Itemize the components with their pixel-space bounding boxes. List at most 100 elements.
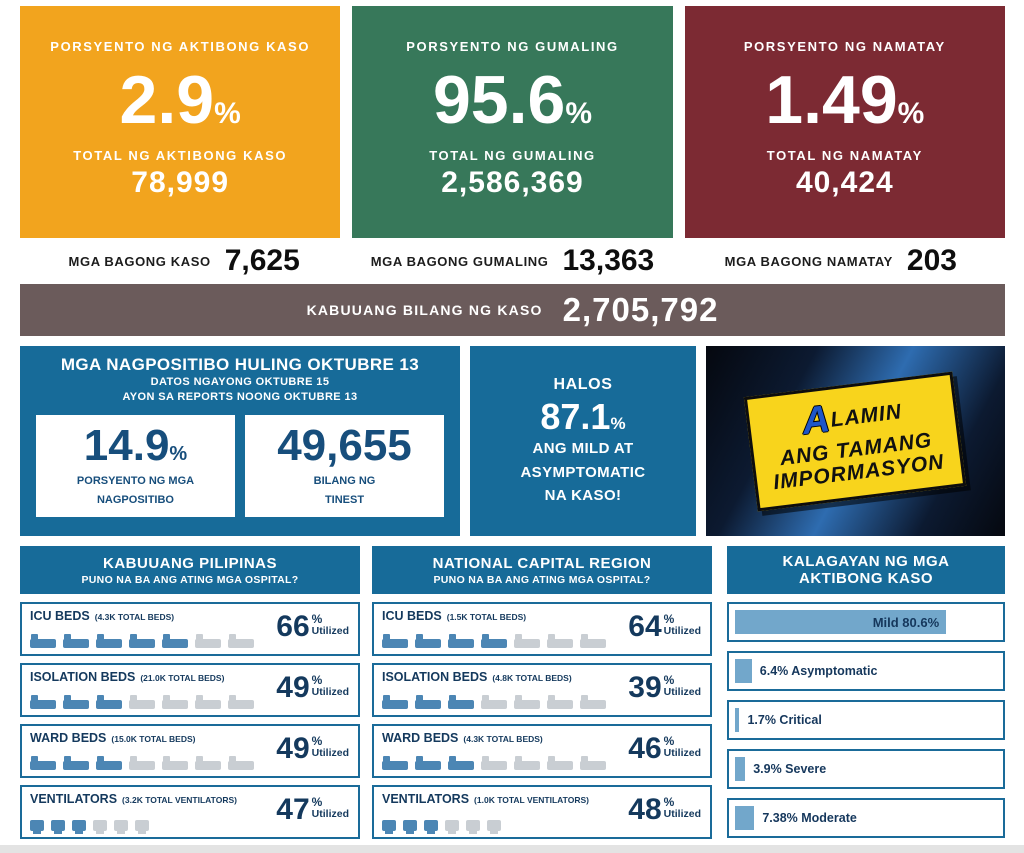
bed-icon	[96, 695, 122, 709]
bed-icon	[415, 756, 441, 770]
active-percentage-value: 2.9	[119, 62, 215, 138]
new-recovered-value: 13,363	[562, 244, 655, 277]
bed-icon	[228, 756, 254, 770]
utilization-value: 64	[628, 610, 662, 643]
tests-value: 49,655	[277, 420, 412, 470]
positivity-rate-caption-2: NAGPOSITIBO	[96, 494, 174, 507]
ventilator-icon	[424, 820, 438, 834]
active-cases-title-2: AKTIBONG KASO	[799, 570, 933, 587]
mild-percentage: 87.1%	[470, 397, 696, 437]
ph-ventilators-row: VENTILATORS (3.2K TOTAL VENTILATORS) 47 …	[20, 785, 360, 839]
bed-icon	[228, 634, 254, 648]
recovered-percentage: 95.6%	[352, 66, 672, 134]
bed-icon	[63, 756, 89, 770]
ncr-icu-bed-icons	[382, 632, 702, 648]
utilization-value: 48	[628, 793, 662, 826]
ph-ventilators-utilization: 47 % Utilized	[276, 793, 349, 826]
deaths-total-value: 40,424	[795, 166, 894, 199]
bed-icon	[481, 695, 507, 709]
ncr-isolation-utilization: 39 % Utilized	[628, 671, 701, 704]
row-heading: VENTILATORS (3.2K TOTAL VENTILATORS)	[30, 792, 350, 806]
utilization-unit: % Utilized	[312, 673, 349, 699]
bed-icon	[63, 695, 89, 709]
percent-sign: %	[565, 97, 593, 130]
severity-moderate-item: 7.38% Moderate	[727, 798, 1005, 838]
ncr-hospital-title: NATIONAL CAPITAL REGION	[432, 554, 652, 572]
percent-sign: %	[610, 413, 626, 433]
ncr-hospital-column: ICU BEDS (1.5K TOTAL BEDS) 64 % Utilized…	[372, 602, 712, 839]
active-cases-column: Mild 80.6% 6.4% Asymptomatic 1.7% Critic…	[727, 602, 1005, 838]
active-total-label: TOTAL NG AKTIBONG KASO	[73, 148, 288, 163]
positivity-rate: 14.9%	[40, 420, 231, 470]
utilization-unit: % Utilized	[311, 612, 349, 638]
utilization-value: 39	[628, 671, 662, 704]
positivity-rate-value: 14.9	[83, 420, 170, 470]
severity-moderate-label: 7.38% Moderate	[762, 811, 857, 825]
info-banner: ALAMIN ANG TAMANG IMPORMASYON	[706, 346, 1005, 536]
total-cases-bar: KABUUANG BILANG NG KASO 2,705,792	[20, 284, 1005, 336]
ph-ward-bed-icons	[30, 754, 350, 770]
recovered-percentage-value: 95.6	[432, 62, 566, 138]
ncr-icu-utilization: 64 % Utilized	[628, 610, 701, 643]
ncr-isolation-row: ISOLATION BEDS (4.8K TOTAL BEDS) 39 % Ut…	[372, 663, 712, 717]
severity-severe-label: 3.9% Severe	[753, 762, 827, 776]
ph-icu-label: ICU BEDS	[30, 609, 90, 623]
mild-line-3: ASYMPTOMATIC	[520, 463, 646, 481]
utilization-unit: % Utilized	[664, 612, 701, 638]
bed-icon	[162, 634, 188, 648]
bed-icon	[415, 695, 441, 709]
utilized-label: Utilized	[311, 625, 349, 638]
ncr-isolation-bed-icons	[382, 693, 702, 709]
ph-ventilator-icons	[30, 815, 350, 834]
new-recovered-item: MGA BAGONG GUMALING 13,363	[348, 241, 676, 281]
mild-percentage-value: 87.1	[540, 395, 611, 437]
positivity-rate-caption-1: PORSYENTO NG MGA	[76, 474, 195, 487]
ph-isolation-bed-icons	[30, 693, 350, 709]
percent-sign: %	[663, 734, 675, 748]
active-card-title: PORSYENTO NG AKTIBONG KASO	[50, 39, 311, 54]
ventilator-icon	[466, 820, 480, 834]
severity-mild-bar: Mild 80.6%	[735, 610, 947, 634]
deaths-percentage-value: 1.49	[765, 62, 898, 138]
severity-severe-item: 3.9% Severe	[727, 749, 1005, 789]
utilization-unit: % Utilized	[663, 734, 701, 760]
severity-mild-item: Mild 80.6%	[727, 602, 1005, 642]
percent-sign: %	[663, 673, 675, 687]
active-percentage: 2.9%	[20, 66, 340, 134]
mild-line-1: HALOS	[553, 375, 613, 393]
active-cases-card: PORSYENTO NG AKTIBONG KASO 2.9% TOTAL NG…	[20, 6, 341, 238]
ventilator-icon	[30, 820, 44, 834]
ph-icu-bed-icons	[30, 632, 350, 648]
row-heading: ISOLATION BEDS (21.0K TOTAL BEDS)	[30, 670, 350, 684]
total-cases-value: 2,705,792	[562, 291, 719, 328]
utilized-label: Utilized	[663, 686, 701, 699]
bed-icon	[30, 695, 56, 709]
utilized-label: Utilized	[311, 747, 349, 760]
percent-sign: %	[897, 97, 925, 130]
bed-icon	[162, 695, 188, 709]
ncr-ward-label: WARD BEDS	[382, 731, 459, 745]
severity-severe-bar	[735, 757, 746, 781]
bed-icon	[30, 634, 56, 648]
utilization-value: 47	[276, 793, 310, 826]
row-heading: VENTILATORS (1.0K TOTAL VENTILATORS)	[382, 792, 702, 806]
bed-icon	[514, 695, 540, 709]
row-heading: ICU BEDS (1.5K TOTAL BEDS)	[382, 609, 702, 623]
severity-mild-label: Mild 80.6%	[872, 614, 940, 630]
ventilator-icon	[403, 820, 417, 834]
info-banner-sticker: ALAMIN ANG TAMANG IMPORMASYON	[744, 371, 967, 511]
mild-line-2: ANG MILD AT	[532, 440, 634, 458]
deaths-percentage: 1.49%	[685, 66, 1005, 134]
ph-ventilators-label: VENTILATORS	[30, 792, 118, 806]
summary-cards: PORSYENTO NG AKTIBONG KASO 2.9% TOTAL NG…	[20, 6, 1005, 238]
recovered-card-title: PORSYENTO NG GUMALING	[406, 39, 619, 54]
deaths-total-label: TOTAL NG NAMATAY	[766, 148, 923, 163]
utilization-value: 66	[276, 610, 310, 643]
new-cases-label: MGA BAGONG KASO	[68, 253, 211, 269]
percent-sign: %	[311, 734, 323, 748]
ph-isolation-label: ISOLATION BEDS	[30, 670, 136, 684]
banner-initial-letter: A	[800, 397, 834, 443]
ventilator-icon	[114, 820, 128, 834]
ncr-isolation-label: ISOLATION BEDS	[382, 670, 488, 684]
